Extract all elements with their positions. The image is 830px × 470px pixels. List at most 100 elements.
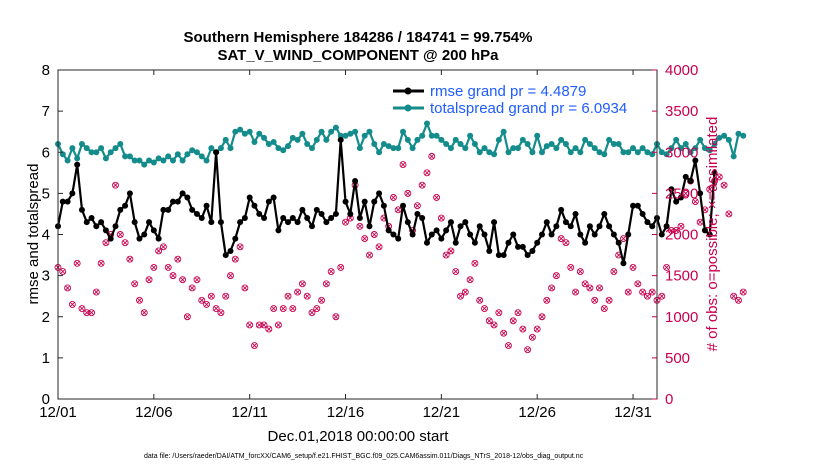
obs-assimilated-point: [659, 293, 665, 299]
totalspread-point: [155, 155, 162, 162]
rmse-point: [414, 210, 421, 217]
y-tick-label: 6: [42, 144, 50, 161]
obs-possible-point: [102, 239, 110, 247]
obs-assimilated-point: [117, 231, 123, 238]
totalspread-point: [366, 128, 373, 135]
rmse-point: [347, 210, 354, 217]
obs-possible-point: [452, 268, 460, 275]
obs-assimilated-point: [266, 326, 272, 332]
totalspread-point: [481, 145, 488, 152]
legend-spread-marker: [404, 104, 412, 112]
obs-assimilated-point: [319, 297, 325, 303]
obs-assimilated-point: [625, 289, 631, 295]
obs-possible-point: [78, 305, 86, 312]
rmse-point: [500, 252, 507, 259]
rmse-point: [237, 219, 244, 226]
obs-possible-point: [528, 333, 536, 341]
rmse-point: [615, 239, 622, 246]
obs-possible-point: [327, 268, 335, 275]
obs-assimilated-point: [271, 306, 277, 312]
y2-tick-label: 2000: [665, 227, 698, 244]
obs-possible-point: [97, 259, 105, 267]
rmse-point: [256, 210, 263, 217]
obs-possible-point: [572, 288, 579, 296]
rmse-point: [639, 210, 646, 217]
obs-assimilated-point: [89, 310, 95, 316]
rmse-point: [380, 202, 387, 209]
totalspread-point: [304, 141, 311, 148]
totalspread-point: [447, 145, 454, 152]
y2-tick-label: 1500: [665, 268, 698, 285]
obs-assimilated-point: [247, 322, 253, 328]
obs-assimilated-point: [668, 227, 674, 233]
obs-possible-point: [92, 288, 100, 296]
rmse-point: [606, 223, 613, 230]
obs-assimilated-point: [98, 260, 104, 266]
obs-possible-point: [164, 263, 172, 271]
rmse-point: [682, 173, 689, 180]
y2-tick-label: 1000: [665, 309, 698, 326]
totalspread-point: [395, 145, 402, 152]
totalspread-point: [318, 128, 325, 135]
totalspread-point: [438, 136, 445, 143]
obs-possible-point: [548, 284, 556, 292]
data-file-footer: data file: /Users/raeder/DAI/ATM_forcXX/…: [144, 453, 584, 460]
totalspread-point: [457, 141, 464, 148]
totalspread-point: [443, 141, 450, 148]
obs-assimilated-point: [601, 306, 607, 312]
obs-possible-point: [375, 243, 383, 251]
rmse-point: [591, 231, 598, 238]
rmse-point: [328, 215, 335, 222]
totalspread-point: [241, 130, 248, 137]
obs-possible-point: [658, 292, 666, 300]
totalspread-point: [538, 149, 545, 156]
totalspread-point: [716, 134, 723, 141]
totalspread-point: [529, 149, 536, 156]
obs-possible-point: [136, 296, 143, 304]
obs-assimilated-point: [180, 277, 186, 283]
totalspread-point: [313, 136, 320, 143]
totalspread-point: [337, 132, 344, 139]
obs-assimilated-point: [525, 347, 531, 353]
obs-possible-point: [538, 313, 546, 321]
obs-assimilated-point: [103, 240, 109, 246]
totalspread-point: [265, 141, 272, 148]
rmse-point: [342, 198, 349, 205]
totalspread-point: [615, 141, 622, 148]
obs-assimilated-point: [333, 314, 339, 320]
rmse-point: [213, 149, 220, 156]
obs-possible-point: [241, 284, 249, 292]
rmse-point: [630, 202, 637, 209]
rmse-point: [620, 260, 627, 267]
totalspread-point: [160, 157, 167, 164]
rmse-point: [558, 206, 565, 213]
obs-assimilated-point: [481, 306, 488, 312]
totalspread-point: [179, 157, 186, 164]
obs-possible-point: [322, 280, 330, 288]
obs-assimilated-point: [314, 306, 320, 312]
obs-possible-point: [514, 309, 522, 317]
totalspread-point: [711, 141, 718, 148]
obs-assimilated-point: [635, 281, 641, 287]
obs-possible-point: [639, 288, 647, 296]
rmse-point: [515, 243, 522, 250]
totalspread-point: [342, 132, 349, 139]
obs-assimilated-point: [472, 260, 478, 266]
obs-possible-point: [533, 325, 541, 333]
y2-tick-label: 500: [665, 350, 690, 367]
obs-possible-point: [169, 272, 177, 280]
obs-possible-point: [284, 292, 292, 300]
totalspread-point: [198, 153, 205, 160]
rmse-point: [280, 215, 287, 222]
obs-assimilated-point: [395, 207, 401, 213]
totalspread-point: [131, 157, 138, 164]
x-tick-label: 12/31: [614, 404, 652, 421]
obs-assimilated-point: [592, 297, 598, 303]
obs-possible-point: [567, 263, 575, 271]
obs-possible-point: [308, 309, 316, 317]
x-tick-label: 12/21: [423, 404, 461, 421]
rmse-point: [160, 206, 167, 213]
rmse-point: [208, 219, 215, 226]
obs-assimilated-point: [434, 194, 440, 201]
obs-possible-point: [643, 292, 651, 300]
